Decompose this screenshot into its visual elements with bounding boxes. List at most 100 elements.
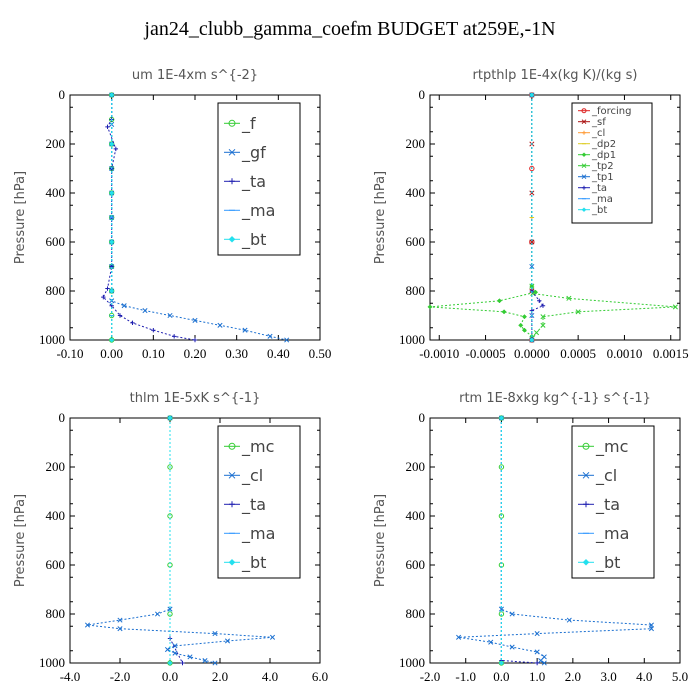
- y-tick-label: 600: [406, 557, 426, 572]
- y-tick-label: 200: [406, 136, 426, 151]
- y-axis-label: Pressure [hPa]: [373, 171, 388, 264]
- data-point: [529, 239, 535, 245]
- y-tick-label: 800: [406, 606, 426, 621]
- y-axis-label: Pressure [hPa]: [373, 494, 388, 587]
- series-dp1: [427, 92, 539, 343]
- legend-marker: [581, 108, 587, 114]
- y-tick-label: 400: [406, 185, 426, 200]
- legend-entry: _bt: [241, 553, 266, 573]
- x-tick-label: 0.0005: [560, 346, 596, 361]
- series-line: [458, 418, 652, 664]
- data-point: [242, 327, 248, 333]
- series-line: [500, 418, 538, 664]
- data-point: [267, 333, 273, 339]
- legend-marker: [228, 119, 236, 127]
- data-point: [187, 654, 193, 660]
- legend-marker: [228, 442, 236, 450]
- data-point: [648, 622, 654, 628]
- legend-entry: _cl: [591, 128, 605, 139]
- series-bt: [167, 415, 173, 666]
- x-tick-label: 2.0: [565, 669, 581, 684]
- figure-title: jan24_clubb_gamma_coefm BUDGET at259E,-1…: [144, 18, 556, 40]
- legend-marker: [581, 119, 587, 125]
- data-point: [529, 92, 535, 98]
- x-tick-label: 0.20: [184, 346, 207, 361]
- legend-marker: [581, 207, 587, 213]
- data-point: [109, 190, 115, 196]
- data-point: [192, 337, 198, 343]
- data-point: [521, 314, 527, 320]
- x-tick-label: 0.0010: [607, 346, 643, 361]
- data-point: [167, 464, 173, 470]
- data-point: [130, 320, 135, 326]
- legend-entry: _ma: [241, 524, 275, 544]
- legend-entry: _dp1: [591, 150, 616, 161]
- x-tick-label: 0.40: [267, 346, 290, 361]
- x-tick-label: 3.0: [600, 669, 616, 684]
- y-tick-label: 600: [46, 557, 66, 572]
- data-point: [224, 638, 231, 644]
- series-tp2: [529, 92, 678, 343]
- legend-entry: _ma: [595, 524, 629, 544]
- x-tick-label: 6.0: [312, 669, 328, 684]
- x-tick-label: -0.0005: [466, 346, 506, 361]
- data-point: [518, 322, 524, 328]
- legend-marker: [582, 442, 590, 450]
- data-point: [212, 631, 218, 637]
- legend-marker: [581, 174, 587, 180]
- series-line: [169, 418, 183, 664]
- y-tick-label: 200: [406, 459, 426, 474]
- data-point: [167, 312, 173, 319]
- x-tick-label: 0.0: [493, 669, 509, 684]
- legend-entry: _ta: [241, 172, 266, 192]
- legend-marker: [582, 130, 586, 135]
- data-point: [534, 660, 540, 666]
- x-tick-label: 0.0000: [514, 346, 550, 361]
- x-tick-label: -1.0: [455, 669, 476, 684]
- legend-entry: _bt: [591, 205, 607, 216]
- x-tick-label: 0.30: [225, 346, 248, 361]
- data-point: [113, 146, 119, 152]
- data-point: [534, 631, 540, 637]
- data-point: [202, 657, 208, 664]
- data-point: [142, 308, 148, 314]
- data-point: [529, 165, 535, 172]
- legend-entry: _mc: [595, 437, 628, 457]
- chart-panel-2: thlm 1E-5xK s^{-1} Pressure [hPa] 0 200 400 6…: [13, 391, 328, 684]
- data-point: [117, 626, 123, 632]
- series-ta: [101, 92, 198, 343]
- legend: _mc _cl _ta _ma _bt: [571, 425, 655, 579]
- y-tick-label: 0: [59, 87, 66, 102]
- y-axis-label: Pressure [hPa]: [13, 171, 28, 264]
- y-tick-label: 0: [419, 87, 426, 102]
- data-point: [172, 650, 178, 656]
- y-tick-label: 800: [46, 283, 66, 298]
- x-tick-label: 0.50: [309, 346, 332, 361]
- data-point: [575, 309, 581, 315]
- x-tick-label: -2.0: [110, 669, 131, 684]
- legend-entry: _ta: [595, 495, 620, 515]
- y-tick-label: 1000: [399, 332, 425, 347]
- legend: _mc _cl _ta _ma _bt: [217, 425, 301, 579]
- data-point: [456, 634, 462, 640]
- legend-marker: [228, 235, 236, 243]
- x-tick-label: 0.0: [162, 669, 178, 684]
- data-point: [648, 626, 654, 632]
- legend-marker: [228, 471, 236, 479]
- data-point: [501, 309, 507, 315]
- data-point: [566, 617, 572, 623]
- data-point: [109, 92, 115, 98]
- plot-frame: [429, 417, 681, 664]
- data-point: [105, 124, 110, 130]
- data-point: [117, 313, 123, 318]
- series-line: [531, 95, 676, 341]
- data-point: [538, 657, 544, 664]
- series-cl: [456, 415, 654, 666]
- plot-frame: [429, 94, 681, 341]
- data-point: [521, 327, 527, 333]
- data-point: [269, 634, 276, 640]
- data-point: [498, 415, 504, 421]
- data-point: [151, 328, 156, 333]
- legend-marker: [582, 558, 590, 566]
- legend-entry: _bt: [595, 553, 620, 573]
